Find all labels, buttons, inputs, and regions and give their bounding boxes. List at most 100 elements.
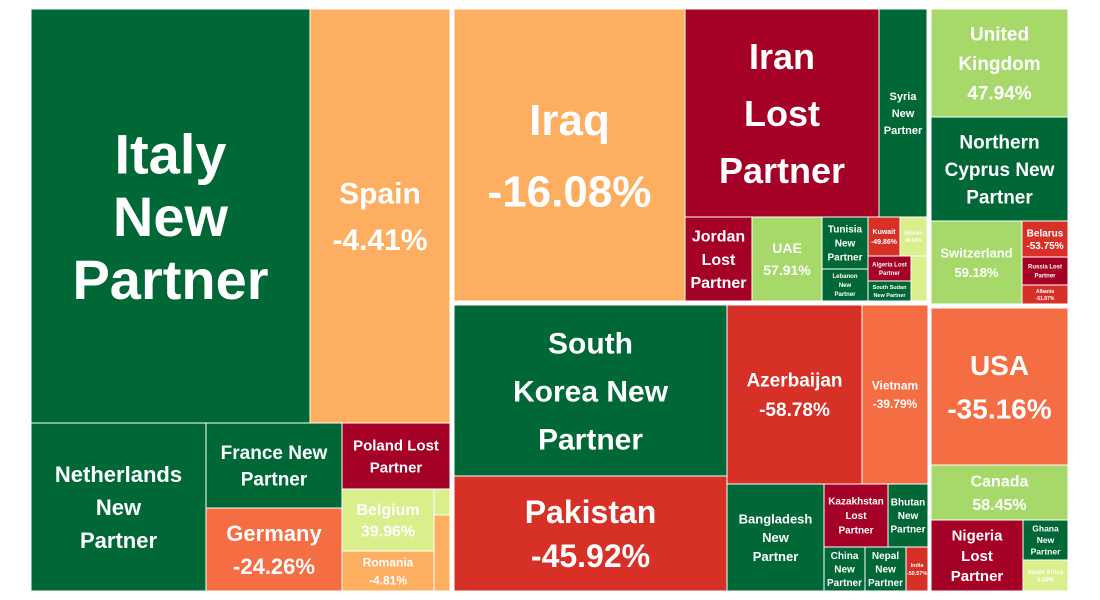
tile-label-spain: Spain — [339, 178, 421, 211]
tile-rect-uae — [751, 216, 823, 302]
tile-rect-algeria — [867, 255, 912, 282]
tile-label-ghana: Ghana — [1032, 524, 1059, 534]
tile-label-bhutan: Partner — [890, 525, 925, 536]
tile-bhutan: Bhutan New Partner — [887, 483, 929, 548]
tile-label-belgium: Belgium — [356, 502, 419, 519]
tile-label-bhutan: New — [898, 511, 919, 522]
tile-label-usa: -35.16% — [947, 393, 1051, 424]
tile-rect-nepal — [864, 546, 907, 592]
tile-label-lebanon: Partner — [834, 292, 856, 298]
tile-label-jordan: Jordan — [692, 229, 745, 246]
tile-label-nepal: Nepal — [872, 551, 899, 562]
tile-label-russia: Russia Lost — [1028, 265, 1062, 271]
tile-label-germany: Germany — [226, 521, 322, 546]
tile-rect-eu-small-1 — [433, 488, 451, 516]
tile-bangladesh: Bangladesh New Partner — [726, 483, 825, 592]
tile-label-belarus: Belarus — [1027, 228, 1064, 239]
tile-rect-ghana — [1022, 519, 1069, 561]
tile-rect-south-africa — [1022, 559, 1069, 592]
tile-label-albania: Albania — [1036, 289, 1054, 295]
tile-label-algeria: Algeria Lost — [872, 262, 907, 268]
tile-kazakhstan: Kazakhstan Lost Partner — [823, 483, 889, 548]
tile-germany: Germany -24.26% — [205, 507, 343, 592]
tile-label-kazakhstan: Lost — [845, 511, 867, 522]
tile-vietnam: Vietnam -39.79% — [861, 304, 929, 485]
tile-southsudan: South Sudan New Partner — [867, 280, 912, 302]
tile-rect-netherlands — [30, 422, 207, 592]
tile-south-africa: South Africa 5.02% — [1022, 559, 1069, 592]
tile-label-northern-cyprus: Northern — [959, 132, 1039, 153]
tile-label-switzerland: 59.18% — [954, 265, 999, 280]
tile-rect-china — [823, 546, 866, 592]
tile-label-azerbaijan: -58.78% — [759, 400, 830, 421]
tile-iraq: Iraq -16.08% — [453, 8, 686, 302]
tile-label-vietnam: -39.79% — [873, 397, 918, 411]
tile-label-northern-cyprus: Partner — [966, 187, 1033, 208]
tile-label-uae: 57.91% — [763, 262, 811, 278]
tile-label-india: India — [911, 563, 925, 569]
tile-label-tunisia: Partner — [827, 253, 862, 264]
tile-me-small-1 — [910, 255, 928, 302]
tile-syria: Syria New Partner — [878, 8, 928, 218]
tile-poland: Poland Lost Partner — [341, 422, 451, 490]
treemap-group: United Kingdom 47.94% Northern Cyprus New Par… — [930, 8, 1069, 592]
tile-label-algeria: Partner — [879, 271, 901, 277]
tile-rect-belarus — [1021, 220, 1069, 258]
tile-label-nigeria: Partner — [951, 568, 1004, 585]
tile-rect-kuwait — [867, 216, 901, 257]
tile-rect-iran — [684, 8, 880, 218]
tile-eu-small-1 — [433, 488, 451, 516]
tile-label-pakistan: -45.92% — [531, 538, 650, 574]
tile-label-tunisia: New — [835, 239, 856, 250]
tile-label-south-korea: Partner — [538, 423, 643, 456]
tile-label-belgium: 39.96% — [361, 524, 415, 541]
tile-rect-vietnam — [861, 304, 929, 485]
tile-rect-tunisia — [821, 216, 869, 270]
tile-rect-usa — [930, 307, 1069, 466]
tile-label-nepal: Partner — [868, 578, 903, 589]
tile-label-china: Partner — [827, 578, 862, 589]
tile-label-netherlands: Partner — [80, 528, 157, 553]
tile-label-azerbaijan: Azerbaijan — [746, 371, 842, 392]
tile-usa: USA -35.16% — [930, 307, 1069, 466]
tile-rect-spain — [309, 8, 451, 424]
tile-label-northern-cyprus: Cyprus New — [945, 160, 1055, 181]
tile-rect-jordan — [684, 216, 753, 302]
tile-label-southsudan: New Partner — [873, 293, 906, 299]
tile-label-bangladesh: New — [762, 530, 790, 545]
tile-label-india: -50.57% — [907, 571, 928, 577]
tile-rect-syria — [878, 8, 928, 218]
tile-label-canada: 58.45% — [972, 497, 1026, 514]
tile-label-uae: UAE — [772, 240, 802, 256]
tile-iran: Iran Lost Partner — [684, 8, 880, 218]
tile-rect-azerbaijan — [726, 304, 863, 485]
tile-rect-bhutan — [887, 483, 929, 548]
tile-label-netherlands: New — [96, 495, 142, 520]
tile-rect-kazakhstan — [823, 483, 889, 548]
tile-label-france: Partner — [241, 470, 308, 491]
tile-romania: Romania -4.81% — [341, 550, 435, 592]
tile-label-russia: Partner — [1034, 274, 1056, 280]
tile-label-southsudan: South Sudan — [873, 285, 908, 291]
tile-rect-switzerland — [930, 220, 1023, 305]
tile-rect-belgium — [341, 488, 435, 552]
tile-nepal: Nepal New Partner — [864, 546, 907, 592]
tile-rect-lebanon — [821, 268, 869, 302]
tile-label-bangladesh: Bangladesh — [739, 511, 813, 526]
tile-label-nepal: New — [875, 565, 896, 576]
tile-nigeria: Nigeria Lost Partner — [930, 519, 1024, 592]
tile-rect-pakistan — [453, 475, 728, 592]
tile-northern-cyprus: Northern Cyprus New Partner — [930, 116, 1069, 222]
tile-rect-albania — [1021, 284, 1069, 305]
tile-uk: United Kingdom 47.94% — [930, 8, 1069, 118]
treemap-group: Iraq -16.08% Iran Lost Partner Syria New Partne… — [453, 8, 929, 592]
tile-label-uk: 47.94% — [967, 83, 1032, 104]
tile-rect-italy — [30, 8, 311, 424]
tile-label-usa: USA — [970, 350, 1029, 381]
tile-france: France New Partner — [205, 422, 343, 509]
tile-label-china: New — [834, 565, 855, 576]
tile-label-nigeria: Lost — [961, 548, 993, 565]
tile-label-canada: Canada — [971, 474, 1029, 491]
